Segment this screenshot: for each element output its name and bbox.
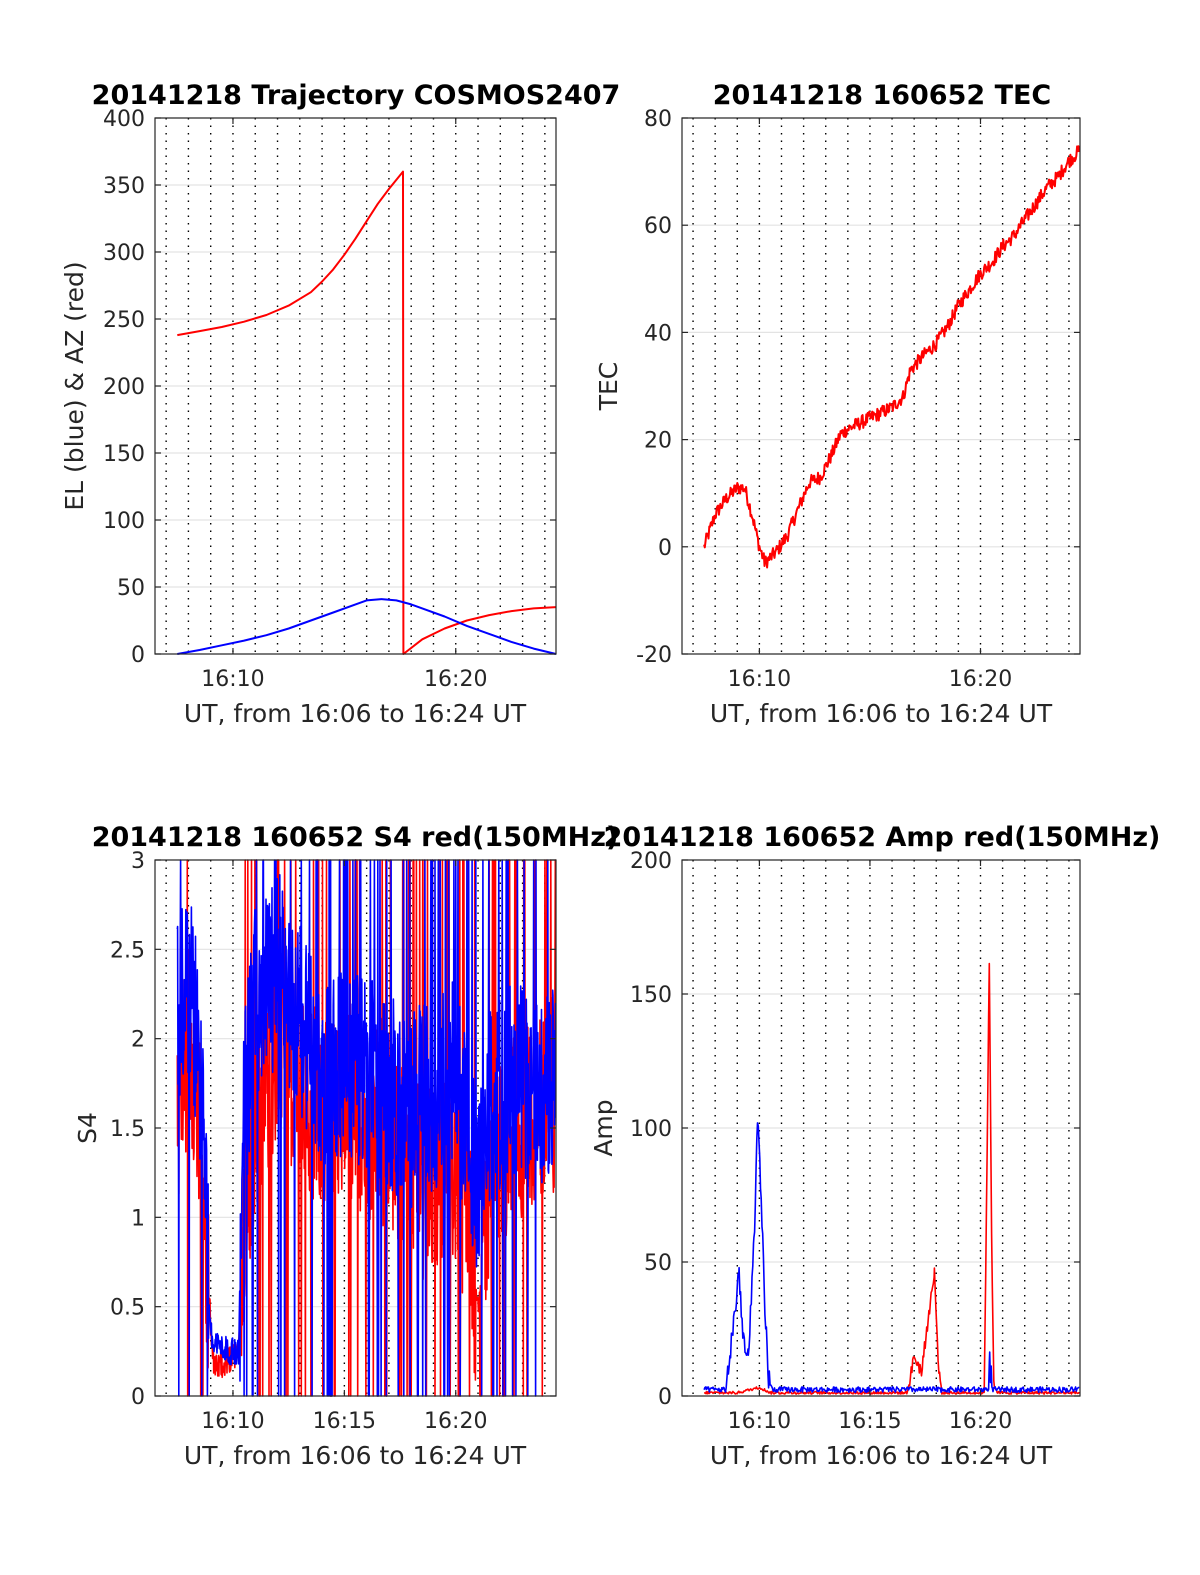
y-axis-label: Amp [589,1099,618,1156]
y-tick-label: 400 [103,107,145,132]
x-tick-label: 16:10 [728,667,791,692]
panel-amp: 20141218 160652 Amp red(150MHz) 0 50 100 15… [589,822,1160,1470]
y-tick-label: 150 [630,983,672,1008]
y-tick-label: 0 [131,1385,145,1410]
x-tick-label: 16:15 [313,1409,376,1434]
y-tick-label: 50 [117,576,145,601]
chart-title: 20141218 160652 Amp red(150MHz) [604,822,1161,853]
y-tick-label: 2.5 [110,938,145,963]
y-tick-label: 40 [644,321,672,346]
series-group [176,859,557,1397]
x-tick-label: 16:10 [201,1409,264,1434]
y-tick-label: 150 [103,442,145,467]
series-line-blue [703,1122,1080,1393]
x-tick-label: 16:20 [949,667,1012,692]
series-group [703,962,1080,1395]
x-axis-label: UT, from 16:06 to 16:24 UT [184,1441,527,1470]
x-tick-label: 16:10 [728,1409,791,1434]
panel-s4: 20141218 160652 S4 red(150MHz) 0 0.5 1 1.5 2… [73,822,618,1470]
y-axis-label: S4 [73,1112,102,1144]
series-line-red [703,962,1080,1395]
tick-group: 0 0.5 1 1.5 2 2.5 3 16:10 16:15 16:20 [110,849,556,1434]
y-tick-label: 1.5 [110,1117,145,1142]
y-tick-label: 250 [103,308,145,333]
axes-box [681,117,1081,655]
x-tick-label: 16:10 [201,667,264,692]
y-tick-label: 50 [644,1251,672,1276]
x-tick-label: 16:20 [949,1409,1012,1434]
series-group [703,145,1081,569]
series-group [177,170,557,655]
y-tick-label: 350 [103,174,145,199]
panel-trajectory: 20141218 Trajectory COSMOS2407 0 50 100 150… [60,80,620,728]
chart-title: 20141218 160652 TEC [713,80,1052,111]
y-axis-label: EL (blue) & AZ (red) [60,261,89,510]
chart-title: 20141218 160652 S4 red(150MHz) [92,822,619,853]
y-tick-label: 20 [644,429,672,454]
tick-group: 0 50 100 150 200 16:10 16:15 16:20 [630,849,1080,1434]
chart-title: 20141218 Trajectory COSMOS2407 [92,80,621,111]
y-tick-label: 1 [131,1206,145,1231]
y-tick-label: 100 [103,509,145,534]
tick-group: -20 0 20 40 60 80 16:10 16:20 [636,107,1080,692]
series-line-red [703,145,1081,569]
y-tick-label: 0.5 [110,1296,145,1321]
y-tick-label: 0 [658,1385,672,1410]
y-tick-label: 200 [103,375,145,400]
series-line-red [177,170,557,655]
series-line-blue [177,598,557,655]
y-tick-label: -20 [636,643,672,668]
y-tick-label: 200 [630,849,672,874]
y-tick-label: 2 [131,1028,145,1053]
y-axis-label: TEC [594,362,623,412]
y-tick-label: 100 [630,1117,672,1142]
plot-area [682,118,1080,654]
panel-tec: 20141218 160652 TEC -20 0 20 40 60 80 16:10 16:… [594,80,1081,728]
y-tick-label: 60 [644,214,672,239]
y-tick-label: 0 [131,643,145,668]
x-tick-label: 16:15 [838,1409,901,1434]
y-tick-label: 3 [131,849,145,874]
x-axis-label: UT, from 16:06 to 16:24 UT [184,699,527,728]
x-axis-label: UT, from 16:06 to 16:24 UT [710,699,1053,728]
y-tick-label: 80 [644,107,672,132]
x-axis-label: UT, from 16:06 to 16:24 UT [710,1441,1053,1470]
x-tick-label: 16:20 [424,1409,487,1434]
x-tick-label: 16:20 [424,667,487,692]
y-tick-label: 0 [658,536,672,561]
tick-group: 0 50 100 150 200 250 300 350 400 16:10 16:20 [103,107,556,692]
y-tick-label: 300 [103,241,145,266]
series-line-blue [176,859,557,1397]
